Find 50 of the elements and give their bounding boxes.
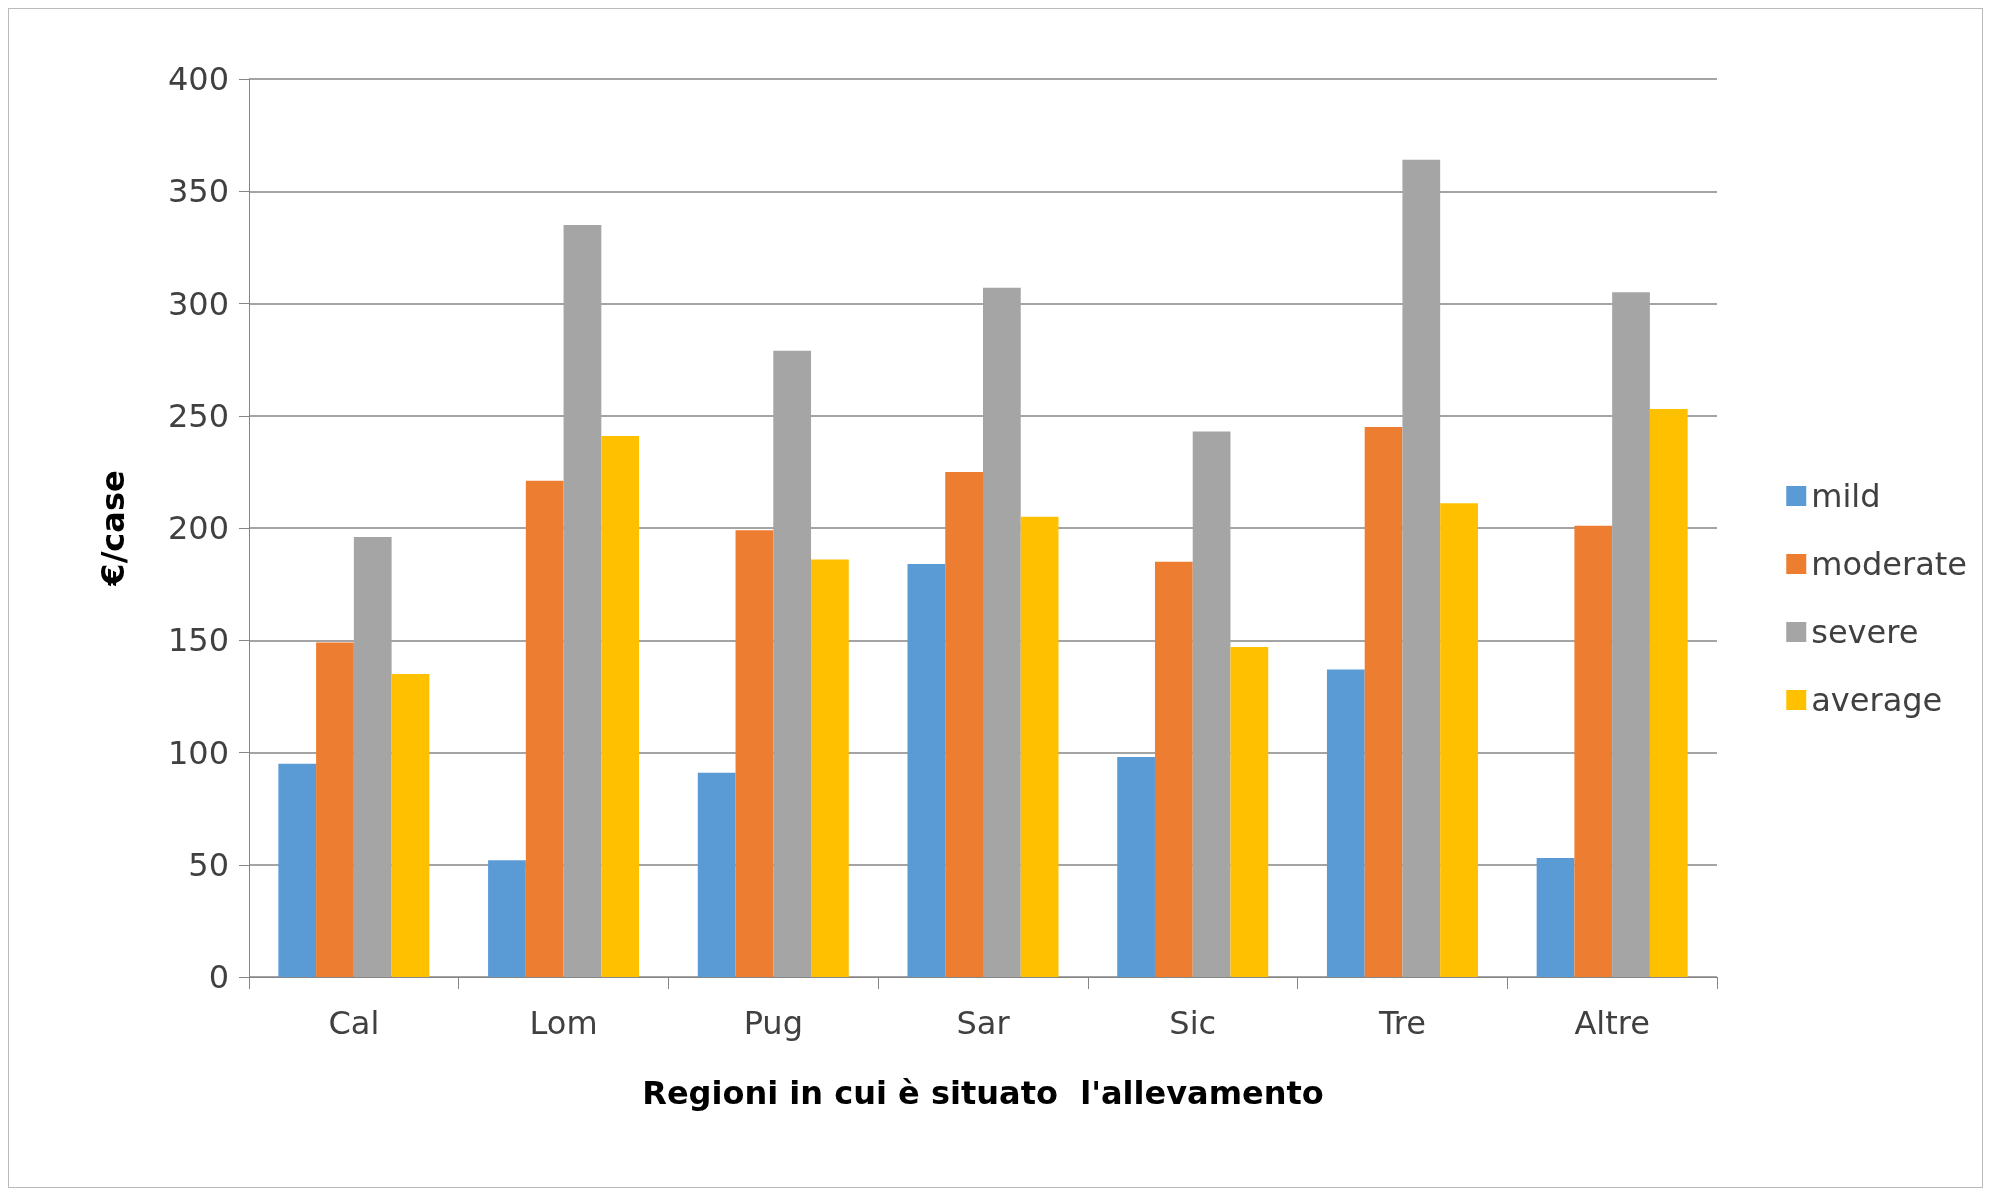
bar xyxy=(316,642,354,977)
y-tick-label: 250 xyxy=(167,396,229,435)
legend-label: moderate xyxy=(1811,545,1967,583)
bar xyxy=(1020,516,1059,977)
bar xyxy=(697,772,736,977)
x-tick-label: Sic xyxy=(1169,1004,1217,1042)
bar xyxy=(1612,292,1650,977)
x-tick-label: Sar xyxy=(956,1004,1011,1042)
x-axis-title: Regioni in cui è situato l'allevamento xyxy=(642,1074,1324,1112)
bar xyxy=(488,860,526,977)
legend-label: average xyxy=(1811,681,1943,719)
y-tick-label: 350 xyxy=(167,172,229,211)
y-tick-label: 400 xyxy=(167,60,229,98)
bar xyxy=(391,673,430,977)
bar xyxy=(1536,858,1575,977)
bar xyxy=(1192,431,1231,977)
bar xyxy=(945,471,983,977)
y-tick-label: 0 xyxy=(208,958,229,996)
bar xyxy=(1326,669,1365,977)
bar xyxy=(353,536,392,977)
bar xyxy=(1402,159,1441,977)
bar xyxy=(1649,409,1688,977)
bar xyxy=(563,224,602,977)
x-tick-label: Altre xyxy=(1574,1004,1650,1042)
y-tick-label: 150 xyxy=(167,621,229,660)
bar xyxy=(525,480,564,977)
bar xyxy=(1440,503,1478,977)
bar xyxy=(1364,426,1403,977)
bar xyxy=(811,559,849,977)
x-tick-label: Cal xyxy=(328,1004,380,1042)
bar xyxy=(773,350,812,977)
y-tick-label: 100 xyxy=(167,733,229,772)
x-tick-label: Lom xyxy=(529,1004,598,1042)
bar xyxy=(278,763,317,977)
y-tick-label: 300 xyxy=(167,284,229,323)
bar xyxy=(907,563,946,977)
y-tick-label: 200 xyxy=(167,509,229,547)
bar xyxy=(1154,561,1193,977)
y-tick-label: 50 xyxy=(188,845,229,884)
legend-label: mild xyxy=(1811,477,1881,515)
bar xyxy=(601,435,640,977)
bar xyxy=(983,287,1021,977)
bar xyxy=(1230,646,1269,977)
x-tick-label: Pug xyxy=(743,1004,803,1042)
bar xyxy=(735,530,774,977)
legend-label: severe xyxy=(1811,613,1919,651)
y-axis-title: €/case xyxy=(94,470,132,587)
bar xyxy=(1117,756,1155,977)
bar xyxy=(1574,525,1613,977)
x-tick-label: Tre xyxy=(1377,1004,1426,1042)
